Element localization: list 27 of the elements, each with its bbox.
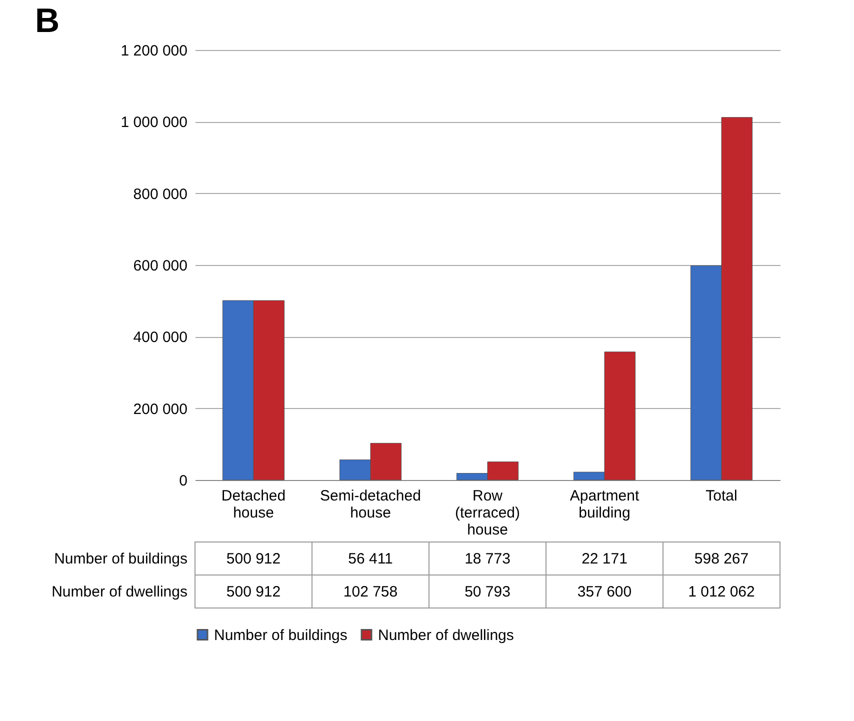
data-label: 50 793 [464, 584, 510, 600]
data-label: 357 600 [577, 584, 632, 600]
data-label: 22 171 [582, 550, 628, 568]
y-tick-label: 800 000 [133, 186, 188, 203]
x-tick-label: Detached house [221, 488, 286, 522]
data-label: 56 411 [348, 550, 393, 568]
data-label: 500 912 [226, 584, 281, 600]
x-tick-label: Row (terraced) house [454, 488, 520, 538]
text: Number of buildings [54, 550, 188, 568]
y-tick-label: 200 000 [133, 400, 188, 418]
x-tick-label: Semi-detached house [320, 488, 421, 522]
chart-title: B [35, 2, 60, 40]
y-tick-label: 600 000 [133, 258, 188, 274]
data-label: 1 012 062 [688, 584, 755, 600]
legend-label: Number of buildings [214, 626, 348, 644]
legend-label: Number of dwellings [378, 626, 514, 644]
data-label: 500 912 [226, 550, 281, 568]
y-tick-label: 400 000 [133, 329, 188, 346]
data-label: 598 267 [694, 550, 749, 568]
text: Number of dwellings [52, 584, 188, 600]
data-label: 102 758 [343, 584, 398, 600]
x-tick-label: Total [706, 488, 738, 504]
y-tick-label: 1 200 000 [120, 42, 188, 60]
y-tick-label: 0 [179, 472, 188, 490]
x-tick-label: Apartment building [570, 488, 640, 522]
data-label: 18 773 [464, 550, 510, 568]
y-tick-label: 1 000 000 [120, 114, 188, 132]
